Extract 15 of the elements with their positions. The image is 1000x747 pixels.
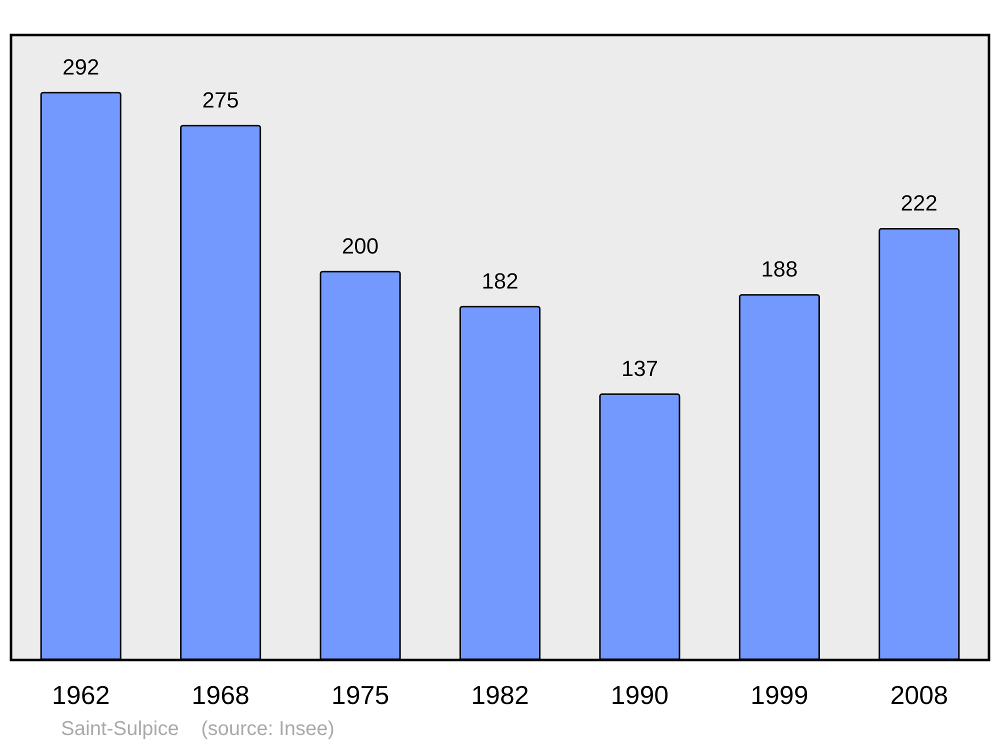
x-tick-label: 1982 bbox=[471, 680, 529, 710]
x-tick-label: 1999 bbox=[750, 680, 808, 710]
data-label: 182 bbox=[482, 268, 518, 294]
data-label: 188 bbox=[761, 256, 798, 282]
x-tick-label: 2008 bbox=[890, 680, 948, 710]
x-tick-label: 1975 bbox=[331, 680, 390, 710]
x-tick-label: 1990 bbox=[610, 680, 669, 710]
data-label: 275 bbox=[202, 87, 239, 112]
data-label: 292 bbox=[62, 54, 100, 80]
data-label: 137 bbox=[621, 356, 658, 381]
data-label: 222 bbox=[900, 190, 938, 216]
x-tick-label: 1962 bbox=[52, 680, 110, 710]
x-tick-label: 1968 bbox=[192, 680, 250, 710]
text: Saint-Sulpice (source: Insee) bbox=[61, 718, 334, 740]
data-label: 200 bbox=[342, 233, 379, 258]
